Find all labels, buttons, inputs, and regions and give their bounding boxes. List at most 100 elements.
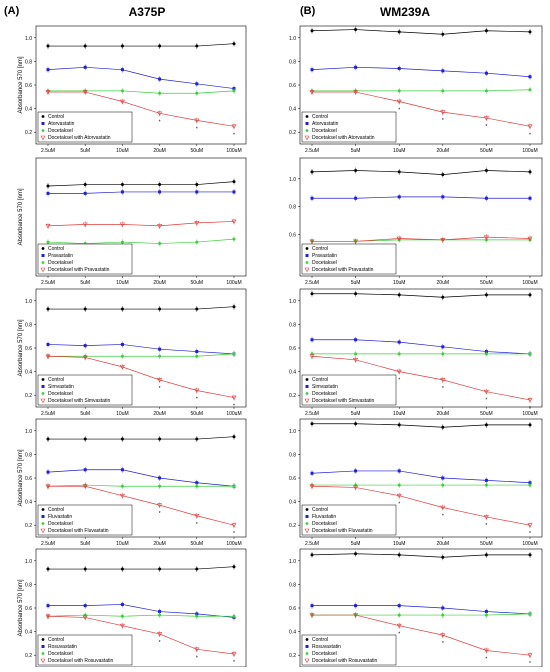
significance-star: *: [485, 523, 487, 529]
series-line-0: [47, 181, 235, 187]
significance-star: *: [196, 655, 198, 661]
data-point: [441, 476, 445, 480]
series-line-2: [48, 353, 235, 357]
data-point: [441, 295, 445, 299]
y-tick-label: 0.6: [289, 346, 296, 352]
legend-entry: Rosuvastatin: [48, 644, 77, 650]
data-point: [157, 111, 163, 116]
data-point: [158, 307, 162, 311]
y-tick-label: 0.4: [289, 107, 296, 113]
significance-star: *: [442, 118, 444, 124]
data-point: [195, 484, 199, 488]
data-point: [119, 365, 125, 370]
plot-frame: [299, 157, 543, 277]
data-point: [120, 68, 124, 72]
data-point: [483, 515, 489, 520]
significance-star: *: [485, 124, 487, 130]
legend-marker: [305, 261, 309, 264]
y-tick-label: 0.8: [25, 322, 32, 328]
legend-entry: Docetaksel: [48, 260, 73, 266]
data-point: [82, 90, 88, 95]
data-point: [46, 191, 50, 195]
data-point: [528, 612, 532, 616]
x-tick-label: 5uM: [80, 280, 90, 286]
series-line-1: [47, 344, 235, 355]
legend-marker: [305, 508, 309, 511]
x-tick-label: 10uM: [116, 411, 129, 417]
significance-star: *: [529, 406, 531, 412]
y-tick-label: 0.2: [289, 393, 296, 399]
x-tick-label: 20uM: [153, 411, 166, 417]
legend-entry: Docetaksel: [312, 260, 337, 266]
series-line-0: [311, 170, 531, 176]
series-line-3: [48, 485, 235, 526]
significance-star: *: [442, 514, 444, 520]
y-tick-label: 0.4: [25, 370, 32, 376]
y-tick-label: 1.0: [289, 36, 296, 42]
data-point: [354, 604, 358, 608]
data-point: [46, 307, 50, 311]
data-point: [483, 389, 489, 395]
y-tick-label: 0.4: [25, 630, 32, 636]
x-tick-label: 5uM: [351, 148, 361, 154]
series-line-0: [48, 436, 235, 440]
data-point: [194, 513, 200, 519]
data-point: [194, 118, 200, 124]
significance-star: *: [398, 632, 400, 638]
x-tick-label: 5uM: [351, 541, 361, 547]
y-tick-label: 0.2: [25, 393, 32, 399]
legend-entry: Docetaksel with Pravastatin: [48, 267, 110, 273]
series-line-3: [311, 355, 531, 401]
data-point: [46, 470, 50, 474]
y-tick-label: 0.4: [25, 500, 32, 506]
y-tick-label: 0.4: [289, 630, 296, 636]
y-tick-label: 0.6: [25, 606, 32, 612]
legend-entry: Control: [312, 246, 328, 252]
data-point: [440, 378, 446, 383]
legend-entry: Docetaksel with Rosuvastatin: [312, 658, 378, 664]
legend-entry: Simvastatin: [312, 384, 338, 390]
series-line-1: [312, 196, 530, 199]
data-point: [396, 623, 402, 629]
data-point: [397, 553, 401, 557]
data-point: [158, 484, 162, 488]
y-tick-label: 0.2: [25, 523, 32, 529]
x-tick-label: 20uM: [153, 148, 166, 154]
x-tick-label: 2.5uM: [41, 280, 55, 286]
chart-a375p-4: 2.5uM5uM10uM20uM50uM100uM0.20.40.60.81.0…: [18, 548, 247, 672]
y-tick-label: 0.8: [289, 205, 296, 211]
legend-marker: [304, 528, 310, 534]
legend-marker: [41, 385, 45, 388]
data-point: [46, 567, 50, 571]
data-point: [354, 65, 358, 69]
data-point: [528, 75, 532, 79]
data-point: [528, 352, 532, 356]
x-tick-label: 10uM: [393, 280, 406, 286]
legend-entry: Fluvastatin: [312, 514, 336, 520]
data-point: [232, 484, 236, 488]
x-tick-label: 5uM: [351, 411, 361, 417]
data-point: [157, 378, 163, 383]
series-line-3: [312, 614, 531, 656]
plot-frame: [35, 157, 247, 277]
legend-box: [37, 634, 133, 666]
data-point: [528, 293, 532, 297]
y-tick-label: 0.8: [289, 322, 296, 328]
col-title-wm239a: WM239A: [380, 5, 430, 19]
legend-marker: [305, 392, 309, 395]
data-point: [232, 614, 236, 618]
y-tick-label: 0.6: [25, 83, 32, 89]
legend-marker: [304, 135, 310, 141]
data-point: [158, 77, 162, 81]
legend-marker: [305, 378, 309, 381]
data-point: [397, 469, 401, 473]
data-point: [397, 613, 401, 617]
significance-star: *: [442, 641, 444, 647]
significance-star: *: [529, 132, 531, 138]
data-point: [310, 604, 314, 608]
legend-marker: [305, 129, 309, 132]
data-point: [46, 604, 50, 608]
data-point: [120, 437, 124, 441]
col-title-a375p: A375P: [129, 5, 166, 19]
